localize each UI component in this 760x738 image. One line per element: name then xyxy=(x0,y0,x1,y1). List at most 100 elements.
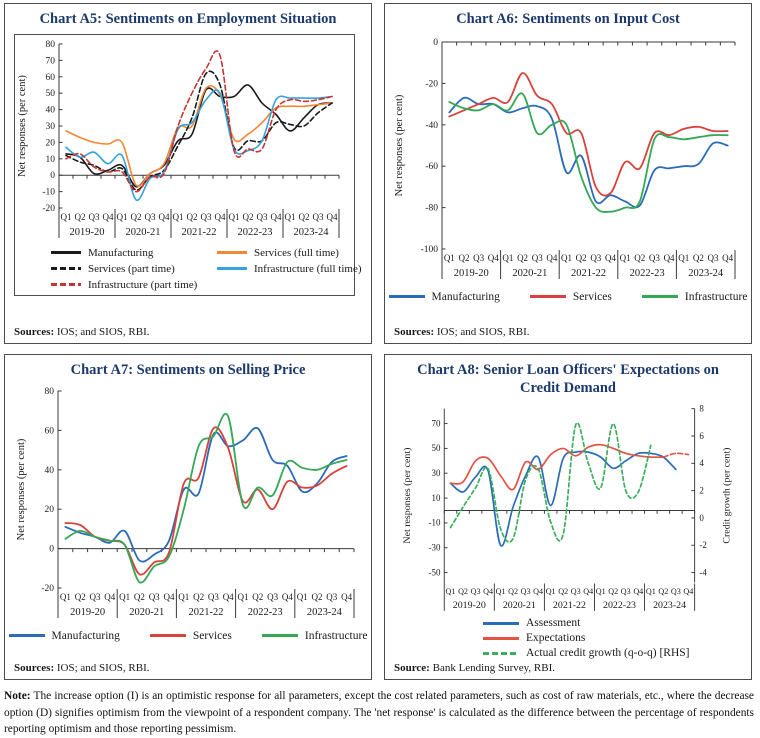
legend-item: Actual credit growth (q-o-q) [RHS] xyxy=(483,647,751,659)
svg-text:6: 6 xyxy=(699,431,704,441)
legend-swatch-line xyxy=(483,651,519,655)
legend-item: Infrastructure (part time) xyxy=(51,279,209,291)
chart-a8-legend: Assessment Expectations Actual credit grow… xyxy=(483,617,751,659)
svg-text:Q1: Q1 xyxy=(502,253,513,263)
legend-label: Infrastructure xyxy=(304,629,368,642)
svg-text:Q1: Q1 xyxy=(595,587,605,596)
svg-text:-40: -40 xyxy=(425,120,438,130)
svg-text:Q2: Q2 xyxy=(131,212,142,222)
svg-text:-20: -20 xyxy=(41,584,54,594)
svg-text:2019-20: 2019-20 xyxy=(453,268,488,279)
svg-text:0: 0 xyxy=(50,171,55,181)
legend-label: Manufacturing xyxy=(51,629,120,642)
legend-swatch-line xyxy=(483,636,519,640)
svg-text:10: 10 xyxy=(431,493,440,503)
legend-swatch-line xyxy=(217,251,247,255)
svg-text:2023-24: 2023-24 xyxy=(306,607,342,618)
svg-text:0: 0 xyxy=(699,513,704,523)
svg-text:Q3: Q3 xyxy=(470,587,480,596)
legend-label: Assessment xyxy=(526,617,581,629)
svg-text:-20: -20 xyxy=(425,79,438,89)
chart-a7-legend: Manufacturing Services Infrastructure xyxy=(5,630,371,642)
svg-text:2019-20: 2019-20 xyxy=(70,607,105,618)
svg-text:Q1: Q1 xyxy=(285,212,296,222)
svg-text:Q4: Q4 xyxy=(327,212,338,222)
svg-text:Q2: Q2 xyxy=(458,253,469,263)
svg-text:Q1: Q1 xyxy=(59,592,70,602)
svg-text:Q4: Q4 xyxy=(722,253,733,263)
legend-item: Infrastructure xyxy=(641,290,748,303)
chart-a6-sources: Sources: IOS; and SIOS, RBI. xyxy=(385,323,751,343)
svg-text:Q4: Q4 xyxy=(483,587,493,596)
footnote-text: The increase option (I) is an optimistic… xyxy=(4,690,754,736)
svg-text:-4: -4 xyxy=(699,568,707,578)
svg-text:60: 60 xyxy=(46,72,56,82)
svg-text:Q1: Q1 xyxy=(495,587,505,596)
chart-a7-title: Chart A7: Sentiments on Selling Price xyxy=(70,362,306,378)
svg-text:20: 20 xyxy=(46,138,56,148)
svg-text:Q3: Q3 xyxy=(313,212,324,222)
svg-text:50: 50 xyxy=(431,444,440,454)
svg-text:Q2: Q2 xyxy=(252,592,263,602)
svg-text:Q4: Q4 xyxy=(163,592,174,602)
svg-text:2023-24: 2023-24 xyxy=(294,227,330,238)
svg-text:2022-23: 2022-23 xyxy=(247,607,282,618)
svg-text:Q2: Q2 xyxy=(508,587,518,596)
svg-text:Q4: Q4 xyxy=(533,587,543,596)
chart-a8-canvas: 70 50 30 10 -10 -30 -50 Net responses (per cent… xyxy=(402,404,732,612)
svg-text:Q3: Q3 xyxy=(648,253,659,263)
legend-item: Infrastructure xyxy=(261,629,368,642)
legend-swatch-line xyxy=(51,251,81,255)
svg-text:Q3: Q3 xyxy=(89,592,100,602)
svg-text:-10: -10 xyxy=(42,187,55,197)
svg-text:Q1: Q1 xyxy=(678,253,689,263)
svg-text:Q4: Q4 xyxy=(663,253,674,263)
svg-text:-30: -30 xyxy=(428,543,440,553)
svg-text:20: 20 xyxy=(44,505,54,515)
chart-a8-card: Chart A8: Senior Loan Officers' Expectat… xyxy=(384,354,752,680)
svg-text:-50: -50 xyxy=(428,568,440,578)
svg-text:40: 40 xyxy=(46,105,56,115)
chart-a5-frame: 80 70 60 50 40 30 20 10 0 -10 -20 Net responses (pe… xyxy=(14,33,362,296)
legend-item: Assessment xyxy=(483,617,751,629)
svg-text:Net responses (per cent): Net responses (per cent) xyxy=(394,94,405,196)
svg-text:2021-22: 2021-22 xyxy=(571,268,606,279)
svg-text:-10: -10 xyxy=(428,518,440,528)
sources-label: Sources: xyxy=(14,326,55,338)
svg-text:2021-22: 2021-22 xyxy=(182,227,217,238)
legend-label: Services xyxy=(572,290,612,303)
svg-text:Q3: Q3 xyxy=(207,592,218,602)
svg-text:Q4: Q4 xyxy=(271,212,282,222)
svg-text:2019-20: 2019-20 xyxy=(70,227,105,238)
svg-text:Q2: Q2 xyxy=(193,592,204,602)
legend-label: Infrastructure xyxy=(684,290,748,303)
legend-swatch-line xyxy=(51,267,81,271)
legend-swatch-line xyxy=(641,295,678,299)
svg-text:Q1: Q1 xyxy=(173,212,184,222)
legend-item: Manufacturing xyxy=(8,629,120,642)
svg-text:2021-22: 2021-22 xyxy=(552,600,585,611)
svg-text:Q2: Q2 xyxy=(458,587,468,596)
legend-label: Services (full time) xyxy=(254,246,339,259)
svg-text:Q3: Q3 xyxy=(531,253,542,263)
svg-text:70: 70 xyxy=(46,56,56,66)
svg-text:Q4: Q4 xyxy=(487,253,498,263)
svg-text:Q3: Q3 xyxy=(620,587,630,596)
chart-a8-sources: Source: Bank Lending Survey, RBI. xyxy=(385,659,751,679)
svg-text:2023-24: 2023-24 xyxy=(688,268,724,279)
svg-text:Q4: Q4 xyxy=(604,253,615,263)
sources-label: Sources: xyxy=(394,326,435,338)
svg-text:40: 40 xyxy=(44,465,54,475)
legend-swatch-line xyxy=(217,267,247,271)
legend-item: Infrastructure (full time) xyxy=(217,263,362,275)
svg-text:-2: -2 xyxy=(699,540,706,550)
svg-text:Q3: Q3 xyxy=(473,253,484,263)
chart-a5-canvas: 80 70 60 50 40 30 20 10 0 -10 -20 Net responses (pe… xyxy=(17,40,340,238)
chart-a8-title: Chart A8: Senior Loan Officers' Expectat… xyxy=(417,362,719,396)
svg-text:Q2: Q2 xyxy=(634,253,645,263)
svg-text:Q2: Q2 xyxy=(311,592,322,602)
legend-item: Manufacturing xyxy=(51,247,209,259)
svg-text:70: 70 xyxy=(431,419,440,429)
svg-text:Q2: Q2 xyxy=(575,253,586,263)
svg-text:2020-21: 2020-21 xyxy=(512,268,547,279)
